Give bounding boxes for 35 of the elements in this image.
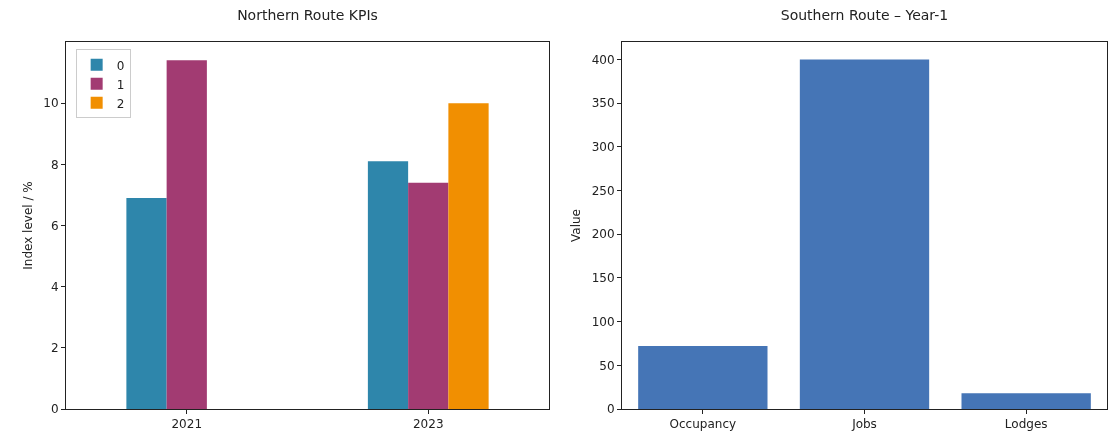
y-tick-label: 0 bbox=[50, 402, 59, 417]
chart-title: Southern Route – Year-1 bbox=[780, 6, 949, 23]
x-tick-label: 2023 bbox=[412, 417, 444, 432]
y-tick-label: 300 bbox=[591, 140, 615, 155]
y-axis-title: Index level / % bbox=[20, 181, 35, 270]
chart-title: Northern Route KPIs bbox=[237, 6, 378, 23]
y-tick-label: 200 bbox=[591, 227, 615, 242]
y-tick-label: 350 bbox=[591, 96, 615, 111]
legend-label: 1 bbox=[116, 77, 125, 92]
y-tick-label: 6 bbox=[50, 218, 59, 233]
bar bbox=[367, 161, 409, 409]
y-tick-label: 10 bbox=[43, 96, 59, 111]
bar bbox=[126, 197, 167, 409]
legend-label: 0 bbox=[116, 58, 125, 73]
legend-label: 2 bbox=[116, 96, 125, 111]
y-tick-label: 100 bbox=[591, 314, 615, 329]
y-tick-label: 250 bbox=[591, 183, 615, 198]
x-tick-label: 2021 bbox=[171, 417, 203, 432]
y-axis-title: Value bbox=[568, 209, 583, 242]
x-tick-label: Lodges bbox=[1004, 417, 1048, 432]
x-tick-label: Jobs bbox=[851, 417, 877, 432]
y-tick-label: 150 bbox=[591, 271, 615, 286]
bar bbox=[638, 346, 768, 409]
x-tick-label: Occupancy bbox=[669, 417, 737, 432]
bar bbox=[799, 59, 930, 409]
bar bbox=[961, 393, 1091, 409]
bar bbox=[166, 60, 207, 409]
y-tick-label: 400 bbox=[591, 52, 615, 67]
bar bbox=[448, 103, 489, 409]
y-tick-label: 4 bbox=[50, 279, 59, 294]
y-tick-label: 0 bbox=[606, 402, 615, 417]
bar bbox=[408, 182, 449, 409]
y-tick-label: 8 bbox=[50, 157, 59, 172]
y-tick-label: 2 bbox=[50, 341, 59, 356]
y-tick-label: 50 bbox=[599, 358, 615, 373]
